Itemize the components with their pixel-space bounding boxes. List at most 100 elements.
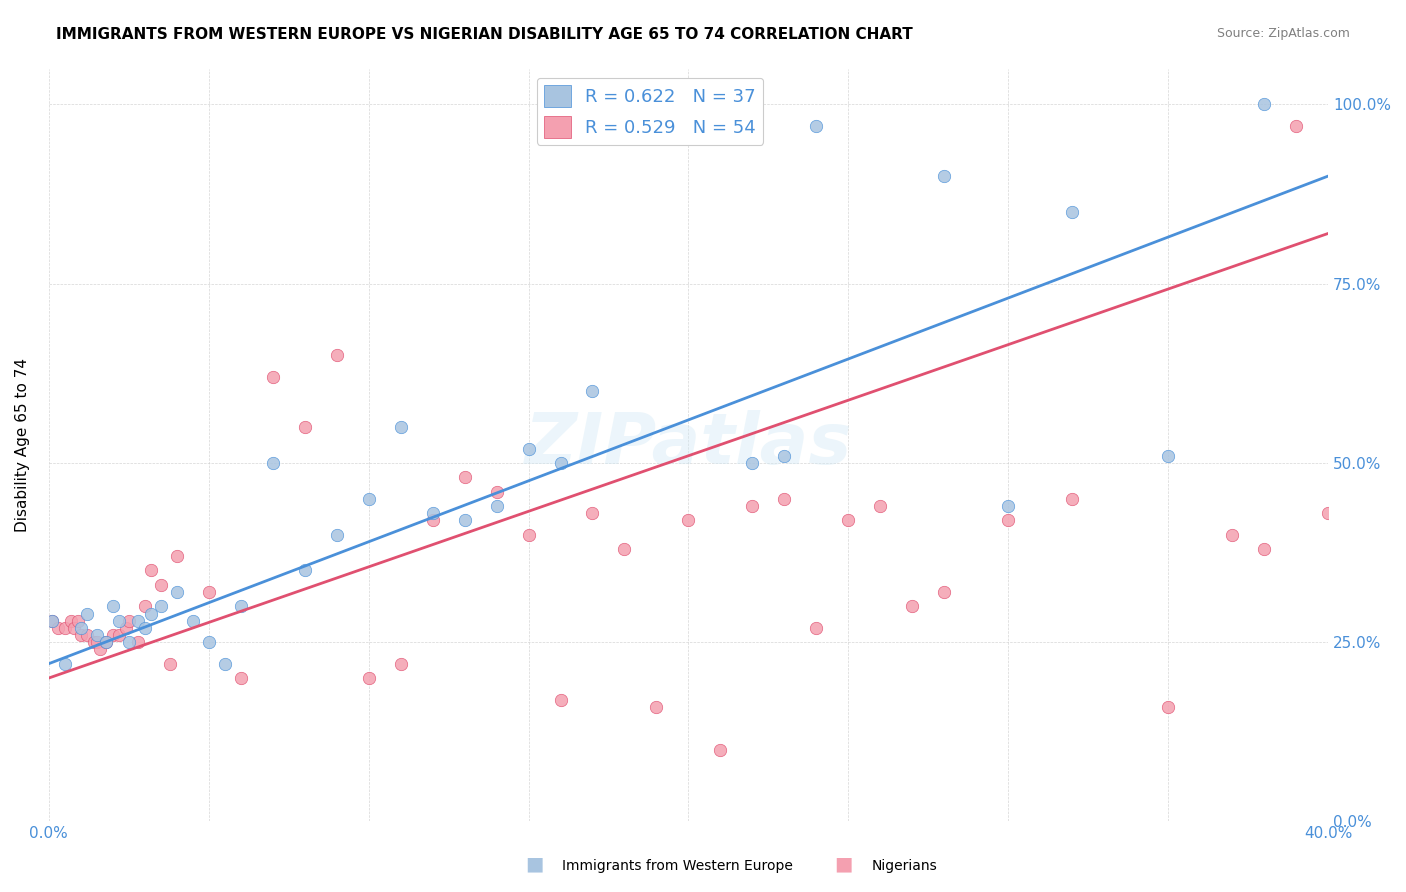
Point [741, 456, 763, 470]
Point [41, 614, 63, 628]
Point [229, 599, 252, 614]
Point [1253, 541, 1275, 556]
Point [773, 449, 796, 463]
Point [389, 420, 412, 434]
Text: ■: ■ [834, 855, 853, 873]
Legend: R = 0.622   N = 37, R = 0.529   N = 54: R = 0.622 N = 37, R = 0.529 N = 54 [537, 78, 763, 145]
Point [46, 621, 69, 635]
Point [181, 614, 204, 628]
Point [86, 628, 108, 642]
Point [214, 657, 236, 671]
Point [41, 614, 63, 628]
Point [869, 499, 891, 513]
Point [934, 169, 956, 183]
Point [806, 621, 828, 635]
Point [127, 635, 149, 649]
Point [934, 585, 956, 599]
Point [127, 614, 149, 628]
Point [294, 420, 316, 434]
Point [139, 564, 162, 578]
Text: Immigrants from Western Europe: Immigrants from Western Europe [562, 859, 793, 872]
Point [422, 513, 444, 527]
Point [389, 657, 412, 671]
Point [101, 599, 124, 614]
Point [96, 635, 118, 649]
Point [53, 657, 76, 671]
Text: ■: ■ [524, 855, 544, 873]
Point [63, 621, 86, 635]
Point [581, 384, 603, 399]
Point [66, 614, 89, 628]
Point [1220, 527, 1243, 541]
Point [262, 369, 284, 384]
Point [69, 621, 91, 635]
Point [678, 513, 700, 527]
Point [1062, 205, 1084, 219]
Point [118, 635, 141, 649]
Text: Source: ZipAtlas.com: Source: ZipAtlas.com [1216, 27, 1350, 40]
Point [96, 635, 118, 649]
Point [453, 513, 475, 527]
Point [89, 642, 111, 657]
Point [997, 513, 1019, 527]
Text: ZIPatlas: ZIPatlas [524, 410, 852, 480]
Point [581, 506, 603, 520]
Point [422, 506, 444, 520]
Point [1157, 699, 1180, 714]
Point [76, 628, 98, 642]
Point [357, 671, 380, 685]
Text: Nigerians: Nigerians [872, 859, 938, 872]
Point [134, 621, 156, 635]
Point [83, 635, 105, 649]
Point [997, 499, 1019, 513]
Point [517, 442, 540, 456]
Point [101, 628, 124, 642]
Point [229, 671, 252, 685]
Point [262, 456, 284, 470]
Point [325, 348, 347, 362]
Point [1253, 97, 1275, 112]
Point [159, 657, 181, 671]
Point [357, 491, 380, 506]
Point [197, 585, 219, 599]
Point [114, 621, 136, 635]
Point [166, 549, 188, 563]
Point [197, 635, 219, 649]
Point [453, 470, 475, 484]
Point [166, 585, 188, 599]
Point [1062, 491, 1084, 506]
Point [1157, 449, 1180, 463]
Point [1317, 506, 1340, 520]
Point [741, 499, 763, 513]
Point [53, 621, 76, 635]
Point [901, 599, 924, 614]
Point [1348, 671, 1371, 685]
Point [76, 607, 98, 621]
Point [645, 699, 668, 714]
Point [118, 614, 141, 628]
Point [613, 541, 636, 556]
Point [139, 607, 162, 621]
Point [108, 628, 131, 642]
Point [294, 564, 316, 578]
Point [485, 484, 508, 499]
Point [550, 456, 572, 470]
Point [149, 599, 172, 614]
Y-axis label: Disability Age 65 to 74: Disability Age 65 to 74 [15, 358, 30, 532]
Point [517, 527, 540, 541]
Point [773, 491, 796, 506]
Point [108, 614, 131, 628]
Point [60, 614, 83, 628]
Point [69, 628, 91, 642]
Point [1285, 119, 1308, 133]
Point [709, 743, 731, 757]
Point [86, 635, 108, 649]
Point [837, 513, 859, 527]
Point [134, 599, 156, 614]
Point [550, 692, 572, 706]
Point [149, 578, 172, 592]
Point [485, 499, 508, 513]
Point [325, 527, 347, 541]
Point [806, 119, 828, 133]
Text: IMMIGRANTS FROM WESTERN EUROPE VS NIGERIAN DISABILITY AGE 65 TO 74 CORRELATION C: IMMIGRANTS FROM WESTERN EUROPE VS NIGERI… [56, 27, 912, 42]
